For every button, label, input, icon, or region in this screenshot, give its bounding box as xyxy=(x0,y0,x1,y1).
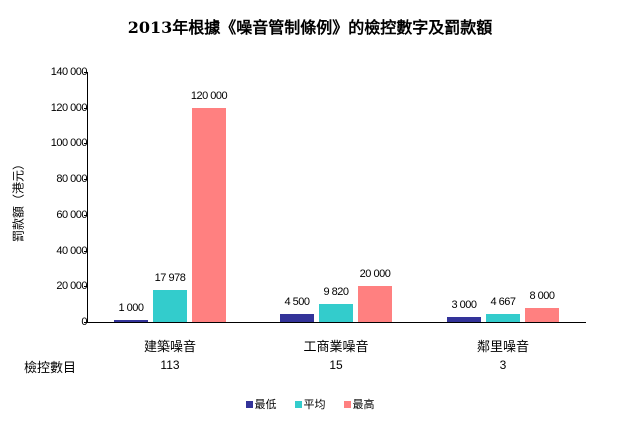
y-tick-label: 100 000 xyxy=(50,137,88,150)
legend-swatch-avg xyxy=(294,400,302,408)
legend-label-max: 最高 xyxy=(352,399,375,411)
y-tick-mark xyxy=(84,143,88,145)
y-tick-mark xyxy=(84,214,88,216)
bar-value-label: 20 000 xyxy=(359,268,391,281)
bar xyxy=(192,107,226,322)
bar-value-label: 1 000 xyxy=(118,302,144,315)
bar xyxy=(447,316,481,322)
bar xyxy=(486,313,520,322)
bar-value-label: 8 000 xyxy=(529,289,555,302)
y-tick-label: 20 000 xyxy=(56,280,87,293)
y-tick-mark xyxy=(84,250,88,252)
y-tick-mark xyxy=(84,322,88,323)
legend-item-max: 最高 xyxy=(343,396,375,412)
legend-item-min: 最低 xyxy=(245,396,277,412)
bar xyxy=(114,320,148,323)
y-tick-mark xyxy=(84,286,88,288)
y-tick-mark xyxy=(84,179,88,181)
legend-swatch-min xyxy=(245,400,253,408)
y-tick-label: 120 000 xyxy=(50,101,88,114)
y-tick-label: 40 000 xyxy=(56,244,87,257)
legend-label-min: 最低 xyxy=(254,399,277,411)
legend-item-avg: 平均 xyxy=(294,396,326,412)
bar xyxy=(153,289,187,322)
legend-swatch-max xyxy=(343,400,351,408)
prosecution-count-value: 3 xyxy=(499,358,507,372)
bar-value-label: 120 000 xyxy=(190,89,228,102)
y-axis xyxy=(87,72,88,323)
x-category-label: 建築噪音 xyxy=(143,339,196,354)
x-axis xyxy=(87,322,586,323)
bar xyxy=(358,286,392,322)
y-axis-label: 罰款額（港元） xyxy=(11,157,26,243)
bar-value-label: 17 978 xyxy=(154,271,186,284)
y-tick-label: 80 000 xyxy=(56,173,87,186)
bar xyxy=(525,307,559,322)
prosecution-count-value: 113 xyxy=(160,358,180,372)
bar-value-label: 9 820 xyxy=(323,286,349,299)
legend: 最低 平均 最高 xyxy=(0,396,620,412)
bar xyxy=(280,313,314,322)
chart-title: 2013年根據《噪音管制條例》的檢控數字及罰款額 xyxy=(127,18,493,37)
prosecution-count-value: 15 xyxy=(329,358,343,372)
bar-value-label: 4 667 xyxy=(490,295,516,308)
y-tick-mark xyxy=(84,72,88,73)
bar xyxy=(319,304,353,322)
prosecution-count-label: 檢控數目 xyxy=(24,360,77,375)
y-tick-label: 60 000 xyxy=(56,208,87,221)
legend-label-avg: 平均 xyxy=(303,399,326,411)
bar-value-label: 3 000 xyxy=(451,298,477,311)
x-category-label: 工商業噪音 xyxy=(303,339,369,354)
x-category-label: 鄰里噪音 xyxy=(476,339,529,354)
y-tick-mark xyxy=(84,107,88,109)
bar-value-label: 4 500 xyxy=(284,295,310,308)
y-tick-label: 140 000 xyxy=(50,66,88,78)
